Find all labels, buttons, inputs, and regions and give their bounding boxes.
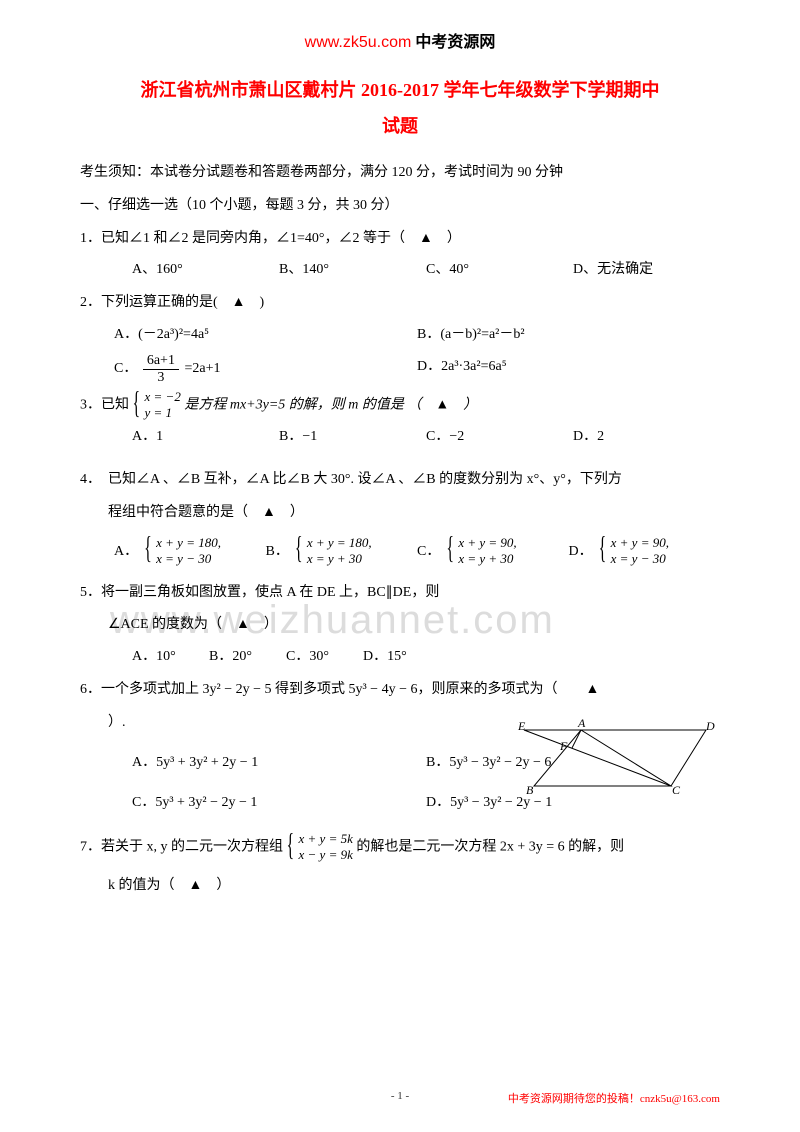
q5-options: A．10° B．20° C．30° D．15° xyxy=(80,643,440,671)
q4a-e1: x + y = 180, xyxy=(156,535,221,551)
q1-stem: 1．已知∠1 和∠2 是同旁内角，∠1=40°，∠2 等于（ ▲ ） xyxy=(80,224,720,255)
page-content: www.zk5u.com 中考资源网 浙江省杭州市萧山区戴村片 2016-201… xyxy=(80,28,720,902)
q7-stem: 7．若关于 x, y 的二元一次方程组 x + y = 5k x − y = 9… xyxy=(80,831,720,864)
q2-options-1: A．(－2a³)²=4a⁵ B．(a－b)²=a²－b² xyxy=(80,321,720,349)
brace-icon: x + y = 90, x = y + 30 xyxy=(446,535,516,568)
q4b-label: B． xyxy=(266,542,289,562)
q3-opt-a: A．1 xyxy=(132,423,279,451)
brace-system-icon: x = −2 y = 1 xyxy=(133,389,181,422)
q4c-e1: x + y = 90, xyxy=(458,535,516,551)
q1-opt-b: B、140° xyxy=(279,256,426,284)
q1-opt-d: D、无法确定 xyxy=(573,256,720,284)
site-url: www.zk5u.com xyxy=(305,34,412,51)
brace-icon: x + y = 180, x = y + 30 xyxy=(295,535,372,568)
q1-opt-c: C、40° xyxy=(426,256,573,284)
q3-post: 是方程 mx+3y=5 的解，则 m 的值是 （ ▲ ） xyxy=(184,397,477,412)
q7-eq2: x − y = 9k xyxy=(299,847,353,863)
q2-opt-d: D．2a³·3a²=6a⁵ xyxy=(417,353,720,385)
q6-opt-a: A．5y³ + 3y² + 2y − 1 xyxy=(132,749,426,777)
q6-text: 6．一个多项式加上 3y² − 2y − 5 得到多项式 5y³ − 4y − … xyxy=(80,682,613,697)
q2-opt-c: C． 6a+1 3 =2a+1 xyxy=(114,353,417,385)
q2-stem: 2．下列运算正确的是( ▲ ) xyxy=(80,288,720,319)
q6-options-1: A．5y³ + 3y² + 2y − 1 B．5y³ − 3y² − 2y − … xyxy=(80,749,720,777)
q3-eq1: x = −2 xyxy=(145,389,181,405)
q6-opt-c: C．5y³ + 3y² − 2y − 1 xyxy=(132,789,426,817)
brace-icon: x + y = 5k x − y = 9k xyxy=(287,831,353,864)
q6-options-2: C．5y³ + 3y² − 2y − 1 D．5y³ − 3y² − 2y − … xyxy=(80,789,720,817)
q2-opt-a: A．(－2a³)²=4a⁵ xyxy=(114,321,417,349)
brace-icon: x + y = 180, x = y − 30 xyxy=(144,535,221,568)
q4-stem-2: 程组中符合题意的是（ ▲ ） xyxy=(80,498,720,529)
q3-stem: 3．已知 x = −2 y = 1 是方程 mx+3y=5 的解，则 m 的值是… xyxy=(80,389,720,422)
q3-opt-d: D．2 xyxy=(573,423,720,451)
q2-options-2: C． 6a+1 3 =2a+1 D．2a³·3a²=6a⁵ xyxy=(80,353,720,385)
q4b-e2: x = y + 30 xyxy=(307,551,372,567)
q1-opt-a: A、160° xyxy=(132,256,279,284)
q4-opt-b: B． x + y = 180, x = y + 30 xyxy=(266,535,418,568)
q4a-label: A． xyxy=(114,542,138,562)
q3-eq2: y = 1 xyxy=(145,405,181,421)
main-title: 浙江省杭州市萧山区戴村片 2016-2017 学年七年级数学下学期期中 试题 xyxy=(80,72,720,144)
footer-note: 中考资源网期待您的投稿！cnzk5u@163.com xyxy=(508,1090,720,1106)
q2c-post: =2a+1 xyxy=(184,361,220,376)
q1-options: A、160° B、140° C、40° D、无法确定 xyxy=(80,256,720,284)
q4c-label: C． xyxy=(417,542,440,562)
q4-stem-1: 4． 已知∠A 、∠B 互补，∠A 比∠B 大 30°. 设∠A 、∠B 的度数… xyxy=(80,465,720,496)
frac-num: 6a+1 xyxy=(143,353,179,369)
q4d-e1: x + y = 90, xyxy=(611,535,669,551)
q4a-e2: x = y − 30 xyxy=(156,551,221,567)
q7-eq1: x + y = 5k xyxy=(299,831,353,847)
q4b-e1: x + y = 180, xyxy=(307,535,372,551)
q3-options: A．1 B．−1 C．−2 D．2 xyxy=(80,423,720,451)
q3-opt-c: C．−2 xyxy=(426,423,573,451)
q7-post: 的解也是二元一次方程 2x + 3y = 6 的解，则 xyxy=(356,839,624,854)
q4c-e2: x = y + 30 xyxy=(458,551,516,567)
q5-stem-2: ∠ACE 的度数为（ ▲ ） xyxy=(80,610,720,641)
q4-opt-c: C． x + y = 90, x = y + 30 xyxy=(417,535,569,568)
q4d-e2: x = y − 30 xyxy=(611,551,669,567)
q6-opt-b: B．5y³ − 3y² − 2y − 6 xyxy=(426,749,720,777)
section-1-title: 一、仔细选一选（10 个小题，每题 3 分，共 30 分） xyxy=(80,191,720,222)
exam-notice: 考生须知：本试卷分试题卷和答题卷两部分，满分 120 分，考试时间为 90 分钟 xyxy=(80,158,720,189)
q4-opt-a: A． x + y = 180, x = y − 30 xyxy=(114,535,266,568)
fraction-icon: 6a+1 3 xyxy=(143,353,179,385)
q2-opt-b: B．(a－b)²=a²－b² xyxy=(417,321,720,349)
q3-pre: 3．已知 xyxy=(80,397,129,412)
page-footer: - 1 - 中考资源网期待您的投稿！cnzk5u@163.com xyxy=(0,1090,800,1102)
site-header: www.zk5u.com 中考资源网 xyxy=(80,28,720,52)
q4d-label: D． xyxy=(569,542,593,562)
site-title: 中考资源网 xyxy=(415,34,495,51)
q6-opt-d: D．5y³ − 3y² − 2y − 1 xyxy=(426,789,720,817)
brace-icon: x + y = 90, x = y − 30 xyxy=(599,535,669,568)
q4-options: A． x + y = 180, x = y − 30 B． x + y = 18… xyxy=(80,535,720,568)
q5-opt-a: A．10° xyxy=(132,643,209,671)
q7-stem-2: k 的值为（ ▲ ） xyxy=(80,871,720,902)
q5-opt-c: C．30° xyxy=(286,643,363,671)
q4-opt-d: D． x + y = 90, x = y − 30 xyxy=(569,535,721,568)
q3-opt-b: B．−1 xyxy=(279,423,426,451)
frac-den: 3 xyxy=(143,370,179,385)
q7-pre: 7．若关于 x, y 的二元一次方程组 xyxy=(80,839,283,854)
q5-stem-1: 5．将一副三角板如图放置，使点 A 在 DE 上，BC∥DE，则 xyxy=(80,578,720,609)
q6-stem-2: ）. xyxy=(80,708,720,739)
q5-opt-d: D．15° xyxy=(363,643,440,671)
q5-opt-b: B．20° xyxy=(209,643,286,671)
q6-stem: 6．一个多项式加上 3y² − 2y − 5 得到多项式 5y³ − 4y − … xyxy=(80,675,720,706)
